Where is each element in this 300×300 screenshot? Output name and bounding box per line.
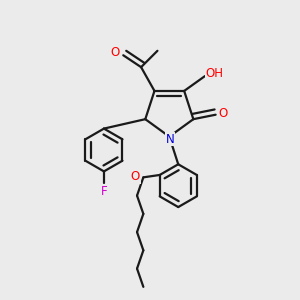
Text: N: N (166, 133, 174, 146)
Text: O: O (218, 107, 228, 120)
Text: O: O (110, 46, 120, 59)
Text: F: F (100, 184, 107, 197)
Text: O: O (130, 170, 140, 183)
Text: OH: OH (206, 67, 224, 80)
